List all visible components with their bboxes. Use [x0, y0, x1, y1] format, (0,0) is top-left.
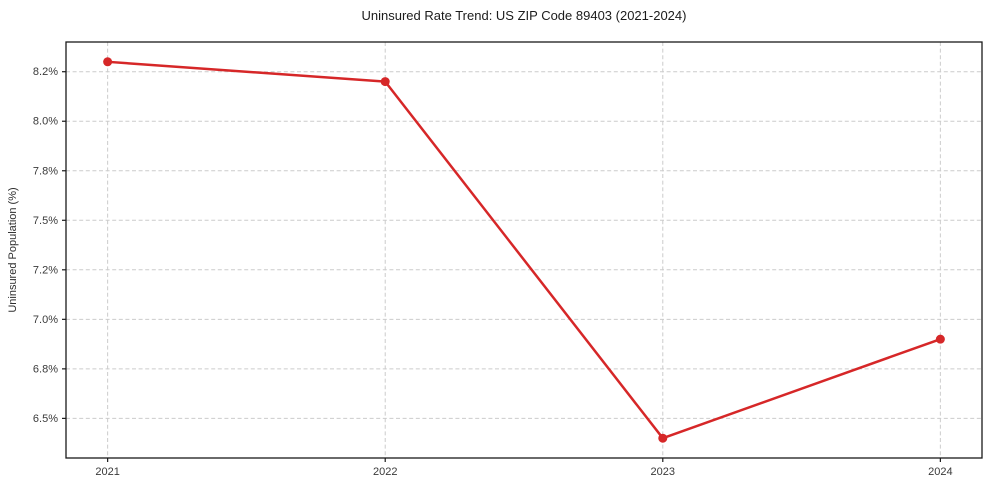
data-point	[658, 433, 668, 443]
y-tick-label: 7.2%	[33, 264, 58, 276]
x-tick-label: 2023	[651, 466, 675, 478]
y-tick-label: 6.5%	[33, 413, 58, 425]
chart-title: Uninsured Rate Trend: US ZIP Code 89403 …	[361, 8, 687, 23]
y-tick-label: 6.8%	[33, 363, 58, 375]
y-tick-label: 8.0%	[33, 116, 58, 128]
trend-line	[106, 60, 942, 440]
data-point	[103, 57, 113, 67]
y-tick-label: 7.0%	[33, 314, 58, 326]
data-point	[935, 334, 945, 344]
y-tick-label: 8.2%	[33, 66, 58, 78]
x-tick-label: 2021	[95, 466, 119, 478]
plot-border	[65, 41, 983, 459]
x-tick-label: 2022	[373, 466, 397, 478]
y-tick-label: 7.8%	[33, 165, 58, 177]
data-point	[380, 77, 390, 87]
y-tick-label: 7.5%	[33, 215, 58, 227]
x-tick-label: 2024	[928, 466, 952, 478]
